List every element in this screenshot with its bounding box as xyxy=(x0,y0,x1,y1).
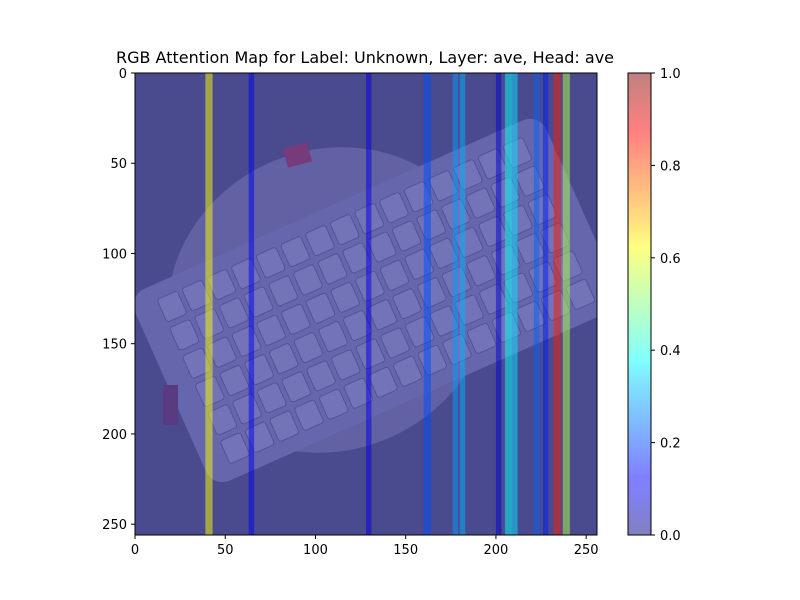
keyboard-key xyxy=(331,349,361,381)
keyboard-key xyxy=(317,253,348,285)
attention-column xyxy=(366,73,372,535)
keyboard-key xyxy=(219,297,249,329)
attention-column xyxy=(553,73,561,535)
attention-column xyxy=(248,73,255,535)
colorbar-tick-label: 0.4 xyxy=(660,344,681,359)
colorbar-tick-label: 0.8 xyxy=(660,159,681,174)
keyboard-key xyxy=(169,319,200,351)
keyboard-key xyxy=(269,410,300,442)
keyboard-key xyxy=(281,303,311,335)
y-tick-label: 50 xyxy=(110,157,127,172)
keyboard-key xyxy=(379,259,410,291)
keyboard-key xyxy=(269,343,299,375)
x-tick-label: 50 xyxy=(217,543,234,558)
keyboard-key xyxy=(330,281,360,313)
keyboard-key xyxy=(367,231,397,263)
background-object xyxy=(163,385,178,425)
colorbar-frame xyxy=(627,72,652,536)
y-tick-label: 0 xyxy=(119,67,127,82)
keyboard-key xyxy=(329,214,360,246)
colorbar-tick-label: 0.6 xyxy=(660,252,681,267)
y-tick-label: 150 xyxy=(102,338,127,353)
keyboard-key xyxy=(293,332,324,364)
attention-column xyxy=(423,73,431,535)
x-tick-label: 200 xyxy=(484,543,509,558)
colorbar-ticks: 0.0 0.2 0.4 0.6 0.8 1.0 xyxy=(651,67,681,544)
keyboard-key xyxy=(219,365,250,396)
attention-column xyxy=(459,73,466,535)
plot-area xyxy=(135,73,597,535)
colorbar-tick-label: 0.2 xyxy=(660,437,681,452)
keyboard-key xyxy=(393,355,423,387)
x-tick-label: 0 xyxy=(131,543,139,558)
keyboard-key xyxy=(268,275,298,307)
keyboard-key xyxy=(379,192,409,224)
x-tick-label: 150 xyxy=(393,543,418,558)
keyboard-key xyxy=(157,291,187,323)
keyboard-key xyxy=(255,247,286,279)
attention-column xyxy=(205,73,213,535)
keyboard-key xyxy=(306,360,336,392)
keyboard-key xyxy=(465,187,496,219)
keyboard-key xyxy=(467,322,497,354)
keyboard-key xyxy=(281,371,312,403)
colorbar-tick-label: 0.0 xyxy=(660,529,681,544)
keyboard-key xyxy=(319,388,349,420)
y-axis: 0 50 100 150 200 250 xyxy=(102,67,135,533)
y-tick-label: 100 xyxy=(102,247,127,262)
keyboard-key xyxy=(380,327,410,359)
keyboard-key xyxy=(294,399,324,431)
keyboard-key xyxy=(293,264,323,296)
attention-column xyxy=(512,73,518,535)
keyboard-key xyxy=(220,432,250,464)
keyboard-key xyxy=(367,299,398,331)
y-tick-label: 200 xyxy=(102,428,127,443)
keyboard-key xyxy=(565,278,596,310)
attention-column xyxy=(504,73,513,535)
attention-column xyxy=(452,73,459,535)
colorbar-gradient xyxy=(628,73,651,535)
attention-column xyxy=(495,73,502,535)
attention-columns xyxy=(205,73,570,535)
keyboard-key xyxy=(392,288,422,320)
x-axis: 0 50 100 150 200 250 xyxy=(131,535,599,558)
x-tick-label: 100 xyxy=(303,543,328,558)
keyboard-key xyxy=(280,236,310,268)
keyboard-key xyxy=(466,255,496,287)
keyboard-key xyxy=(256,314,286,346)
keyboard-key xyxy=(368,366,398,398)
plot-frame xyxy=(134,72,598,536)
chart-title: RGB Attention Map for Label: Unknown, La… xyxy=(116,48,614,67)
attention-column xyxy=(533,73,540,535)
colorbar-tick-label: 1.0 xyxy=(660,67,681,82)
x-tick-label: 250 xyxy=(574,543,599,558)
keyboard-key xyxy=(305,292,336,324)
attention-column xyxy=(542,73,549,535)
y-tick-label: 250 xyxy=(102,518,127,533)
colorbar: 0.0 0.2 0.4 0.6 0.8 1.0 xyxy=(627,67,681,544)
keyboard-key xyxy=(305,225,335,257)
attention-column xyxy=(562,73,570,535)
background-object xyxy=(282,141,313,168)
keyboard-key xyxy=(391,220,422,252)
keyboard-key xyxy=(318,321,348,353)
keyboard-key xyxy=(257,382,287,414)
